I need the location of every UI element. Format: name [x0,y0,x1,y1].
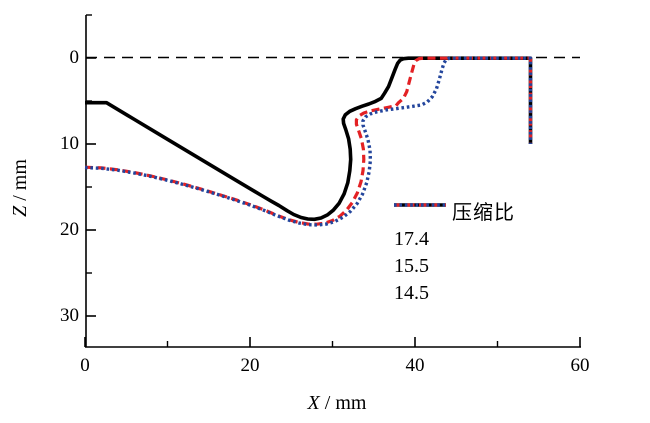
legend-sample-line-dotted [394,203,446,207]
x-tick-label-20: 20 [240,355,260,376]
legend: 压缩比 17.4 15.5 14.5 [394,200,554,307]
legend-label: 14.5 [394,282,429,304]
x-tick-label-40: 40 [405,355,425,376]
legend-title: 压缩比 [452,202,515,224]
y-tick-label-20: 20 [60,219,79,240]
x-axis-title: X / mm [277,391,397,415]
y-tick-label-0: 0 [69,47,80,68]
y-axis-unit: / mm [9,159,31,206]
x-axis-unit: / mm [319,392,367,414]
legend-label: 17.4 [394,228,429,250]
y-tick-label-30: 30 [60,305,79,326]
series-17.4 [85,56,533,222]
legend-row: 14.5 [394,203,554,307]
x-axis-variable: X [307,392,320,414]
legend-row: 17.4 [394,203,554,253]
series-14.5 [84,56,533,227]
x-tick-label-0: 0 [80,355,90,376]
x-tick-label-60: 60 [570,355,590,376]
y-axis-title: Z / mm [8,140,32,236]
legend-row: 15.5 [394,203,554,280]
y-axis-variable: Z [9,205,31,217]
y-tick-label-10: 10 [60,133,79,154]
legend-label: 15.5 [394,255,429,277]
